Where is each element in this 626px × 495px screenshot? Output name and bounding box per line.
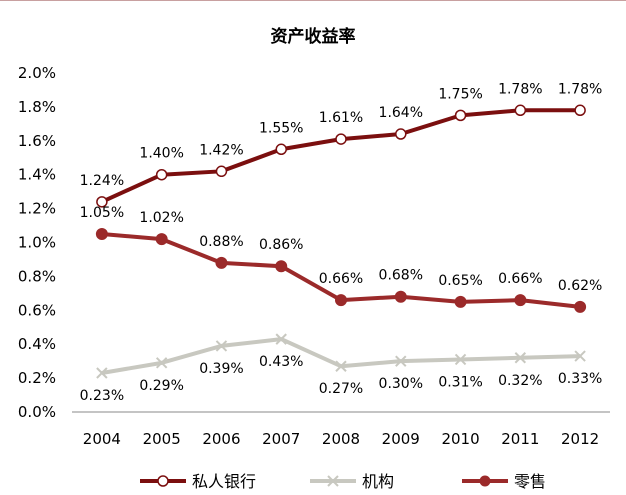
data-label: 1.02% [139,210,183,226]
x-tick-label: 2011 [501,430,539,448]
data-point [454,295,467,308]
data-label: 0.33% [558,371,602,387]
data-label: 0.27% [319,381,363,397]
legend-label: 机构 [362,472,394,491]
data-point [155,357,168,369]
data-label: 1.78% [558,81,602,97]
y-tick-label: 2.0% [18,64,56,82]
legend-label: 零售 [514,472,546,491]
data-label: 1.64% [379,105,423,121]
x-tick-label: 2010 [441,430,479,448]
data-label: 1.61% [319,110,363,126]
y-tick-label: 0.0% [18,403,56,421]
x-tick-label: 2008 [322,430,360,448]
data-label: 1.40% [139,146,183,162]
data-label: 0.65% [438,273,482,289]
x-tick-label: 2007 [262,430,300,448]
x-tick-label: 2005 [143,430,181,448]
data-label: 0.29% [139,378,183,394]
data-label: 0.88% [199,234,243,250]
data-point [454,353,467,366]
data-point [95,228,108,241]
data-label: 0.66% [319,271,363,287]
y-tick-label: 0.4% [18,335,56,353]
y-tick-label: 1.4% [18,166,56,184]
data-label: 1.55% [259,120,303,136]
series-line [101,337,581,375]
data-label: 1.78% [498,81,542,97]
data-point [395,128,407,140]
data-point [335,133,347,145]
data-label: 1.75% [438,86,482,102]
data-label: 0.68% [379,268,423,284]
data-point [514,294,527,307]
data-label: 1.05% [80,205,124,221]
data-label: 0.43% [259,354,303,370]
data-point [574,350,586,362]
data-label: 0.86% [259,237,303,253]
data-point [514,104,527,117]
legend-label: 私人银行 [192,472,256,491]
data-label: 0.30% [379,376,423,392]
data-label: 0.32% [498,373,542,389]
data-point [394,290,407,303]
y-tick-label: 0.6% [18,301,56,319]
top-border [0,0,626,1]
y-tick-label: 1.2% [18,200,56,218]
data-point [335,360,347,372]
legend-marker [157,475,169,487]
data-point [574,300,587,313]
chart-title: 资产收益率 [270,27,356,47]
y-tick-label: 0.8% [18,267,56,285]
x-tick-label: 2004 [83,430,121,448]
x-tick-label: 2009 [382,430,420,448]
y-tick-label: 1.6% [18,132,56,150]
y-tick-label: 1.0% [18,234,56,252]
legend-marker [479,475,491,487]
legend-marker [327,475,339,487]
data-point [574,104,586,117]
x-tick-label: 2012 [561,430,599,448]
y-tick-label: 1.8% [18,98,56,116]
data-point [275,333,287,345]
data-point [215,165,228,178]
data-point [514,352,527,364]
data-point [155,168,168,181]
data-point [454,109,467,122]
data-label: 0.39% [199,361,243,377]
x-tick-label: 2006 [202,430,240,448]
y-tick-label: 0.2% [18,369,56,387]
data-label: 1.24% [80,173,124,189]
data-point [275,260,288,273]
data-label: 1.42% [199,142,243,158]
data-point [335,294,347,307]
data-point [275,143,287,156]
data-label: 0.66% [498,271,542,287]
data-point [215,340,228,352]
data-point [96,367,108,379]
data-point [96,196,108,208]
data-point [155,233,168,246]
data-point [215,256,228,269]
data-label: 0.62% [558,278,602,294]
data-label: 0.31% [438,374,482,390]
data-label: 0.23% [80,388,124,404]
data-point [395,355,407,367]
